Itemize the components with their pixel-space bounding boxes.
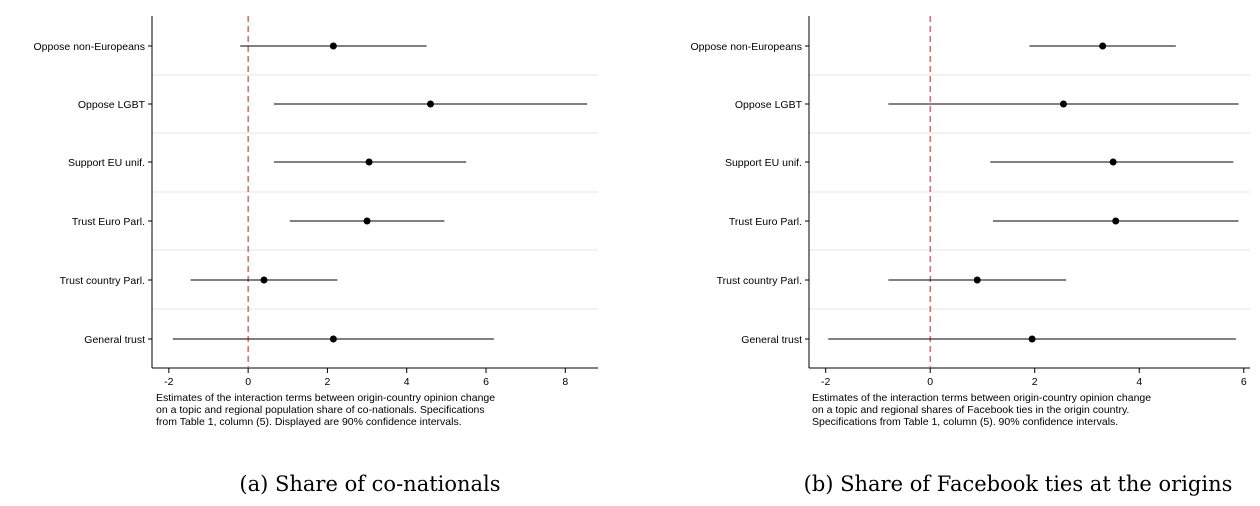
panel-a-x-tick-label: 2 xyxy=(325,376,331,388)
panel-a-category-label: General trust xyxy=(84,334,145,346)
panel-a-x-tick-label: 4 xyxy=(404,376,410,388)
panel-a-category-label: Support EU unif. xyxy=(68,157,145,169)
panel-b-gridlines xyxy=(809,74,1250,310)
panel-a-x-tick-label: 0 xyxy=(245,376,251,388)
panel-b-note-line-1: Estimates of the interaction terms betwe… xyxy=(812,392,1151,404)
panel-b-category-label: General trust xyxy=(741,334,802,346)
panel-b-x-ticks: -2 0 2 4 6 xyxy=(821,368,1247,388)
panel-b-point-estimate xyxy=(1028,335,1036,343)
panel-b-x-tick-label: 2 xyxy=(1032,376,1038,388)
panel-a-x-ticks: -2 0 2 4 6 8 xyxy=(164,368,568,388)
panel-b-x-tick-label: -2 xyxy=(821,376,830,388)
panel-b-category-label: Trust country Parl. xyxy=(717,275,802,287)
panel-b-x-tick-label: 6 xyxy=(1241,376,1247,388)
panel-b-note-line-2: on a topic and regional shares of Facebo… xyxy=(812,404,1129,416)
panel-b-category-label: Support EU unif. xyxy=(725,157,802,169)
panel-a-x-tick-label: 6 xyxy=(483,376,489,388)
panel-a-note-line-2: on a topic and regional population share… xyxy=(156,404,485,416)
panel-b-point-estimate xyxy=(1099,42,1107,50)
panel-b-x-tick-label: 0 xyxy=(927,376,933,388)
panel-a-point-estimate xyxy=(427,100,434,108)
panel-a-category-label: Oppose non-Europeans xyxy=(34,41,146,53)
panel-b-point-estimate xyxy=(1109,158,1117,166)
panel-a-point-estimate xyxy=(329,42,337,50)
panel-b-point-estimate xyxy=(973,276,981,284)
panel-b-category-label: Oppose LGBT xyxy=(735,99,803,111)
panel-b-point-estimate xyxy=(1112,217,1120,225)
panel-b-category-label: Trust Euro Parl. xyxy=(729,216,802,228)
panel-a-category-labels: Oppose non-Europeans Oppose LGBT Support E… xyxy=(34,41,152,346)
panel-a-x-tick-label: 8 xyxy=(562,376,568,388)
panel-b-point-estimate xyxy=(1059,100,1067,108)
panel-a-x-tick-label: -2 xyxy=(164,376,173,388)
panel-a-point-estimate xyxy=(363,217,371,225)
panel-a-category-label: Trust country Parl. xyxy=(60,275,145,287)
panel-a-gridlines xyxy=(152,74,598,310)
panel-a-category-label: Oppose LGBT xyxy=(78,99,146,111)
panel-b-x-tick-label: 4 xyxy=(1136,376,1142,388)
panel-a-caption: (a) Share of co-nationals xyxy=(239,472,500,496)
panel-b-note-line-3: Specifications from Table 1, column (5).… xyxy=(812,416,1118,428)
panel-a-category-label: Trust Euro Parl. xyxy=(72,216,145,228)
panel-a-estimates xyxy=(260,42,434,343)
panel-b-category-labels: Oppose non-Europeans Oppose LGBT Support E… xyxy=(691,41,809,346)
panel-a: Oppose non-Europeans Oppose LGBT Support E… xyxy=(34,16,598,496)
panel-a-point-estimate xyxy=(329,335,337,343)
panel-b-category-label: Oppose non-Europeans xyxy=(691,41,803,53)
panel-b-caption: (b) Share of Facebook ties at the origin… xyxy=(804,472,1233,496)
panel-a-point-estimate xyxy=(365,158,373,166)
panel-b: Oppose non-Europeans Oppose LGBT Support E… xyxy=(691,16,1250,496)
panel-a-note-line-3: from Table 1, column (5). Displayed are … xyxy=(156,416,462,428)
panel-b-estimates xyxy=(973,42,1120,343)
panel-a-point-estimate xyxy=(260,276,268,284)
panel-a-note-line-1: Estimates of the interaction terms betwe… xyxy=(156,392,495,404)
